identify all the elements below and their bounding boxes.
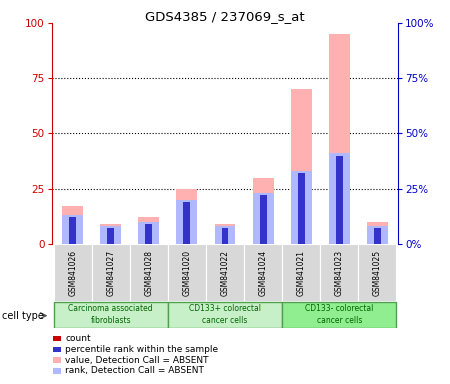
Bar — [206, 244, 244, 301]
Bar — [336, 242, 342, 244]
Text: GSM841022: GSM841022 — [220, 250, 230, 296]
Text: percentile rank within the sample: percentile rank within the sample — [65, 345, 218, 354]
Text: GSM841024: GSM841024 — [259, 250, 268, 296]
Bar — [367, 222, 388, 244]
Text: GSM841020: GSM841020 — [182, 250, 191, 296]
Bar — [69, 217, 76, 244]
Bar — [130, 244, 168, 301]
Bar — [252, 193, 274, 244]
Bar — [298, 242, 305, 244]
Bar — [184, 240, 190, 244]
Bar — [215, 226, 235, 244]
FancyBboxPatch shape — [168, 302, 282, 328]
FancyBboxPatch shape — [54, 302, 168, 328]
Bar — [358, 244, 396, 301]
Text: GSM841028: GSM841028 — [144, 250, 153, 296]
Bar — [139, 222, 159, 244]
Bar — [260, 195, 266, 244]
Bar — [69, 237, 76, 244]
Bar — [62, 206, 83, 244]
Bar — [139, 217, 159, 244]
Bar — [54, 244, 92, 301]
Bar — [53, 368, 61, 374]
Text: CD133+ colorectal
cancer cells: CD133+ colorectal cancer cells — [189, 305, 261, 325]
Bar — [329, 34, 350, 244]
Bar — [374, 228, 381, 244]
Bar — [100, 224, 121, 244]
Bar — [282, 244, 320, 301]
Bar — [336, 156, 342, 244]
Text: CD133- colorectal
cancer cells: CD133- colorectal cancer cells — [305, 305, 374, 325]
Bar — [252, 178, 274, 244]
Text: cell type: cell type — [2, 311, 44, 321]
Bar — [62, 215, 83, 244]
Bar — [298, 173, 305, 244]
Bar — [260, 240, 266, 244]
Text: GDS4385 / 237069_s_at: GDS4385 / 237069_s_at — [145, 10, 305, 23]
Bar — [168, 244, 206, 301]
Bar — [145, 240, 152, 244]
Bar — [320, 244, 358, 301]
Bar — [329, 153, 350, 244]
Bar — [176, 189, 198, 244]
Text: rank, Detection Call = ABSENT: rank, Detection Call = ABSENT — [65, 366, 204, 376]
Text: GSM841023: GSM841023 — [335, 250, 344, 296]
Bar — [374, 242, 381, 244]
Bar — [53, 358, 61, 363]
Bar — [367, 226, 388, 244]
Bar — [53, 347, 61, 352]
Text: GSM841027: GSM841027 — [106, 250, 115, 296]
Bar — [92, 244, 130, 301]
Bar — [221, 242, 229, 244]
Bar — [291, 171, 311, 244]
Text: value, Detection Call = ABSENT: value, Detection Call = ABSENT — [65, 356, 209, 365]
Text: GSM841026: GSM841026 — [68, 250, 77, 296]
Bar — [244, 244, 282, 301]
Bar — [108, 240, 114, 244]
Bar — [221, 228, 229, 244]
Text: GSM841021: GSM841021 — [297, 250, 306, 296]
Text: Carcinoma associated
fibroblasts: Carcinoma associated fibroblasts — [68, 305, 153, 325]
FancyBboxPatch shape — [282, 302, 396, 328]
Bar — [53, 336, 61, 341]
Bar — [215, 224, 235, 244]
Bar — [291, 89, 311, 244]
Bar — [108, 228, 114, 244]
Bar — [145, 224, 152, 244]
Bar — [100, 226, 121, 244]
Text: GSM841025: GSM841025 — [373, 250, 382, 296]
Bar — [184, 202, 190, 244]
Bar — [176, 200, 198, 244]
Text: count: count — [65, 334, 91, 343]
